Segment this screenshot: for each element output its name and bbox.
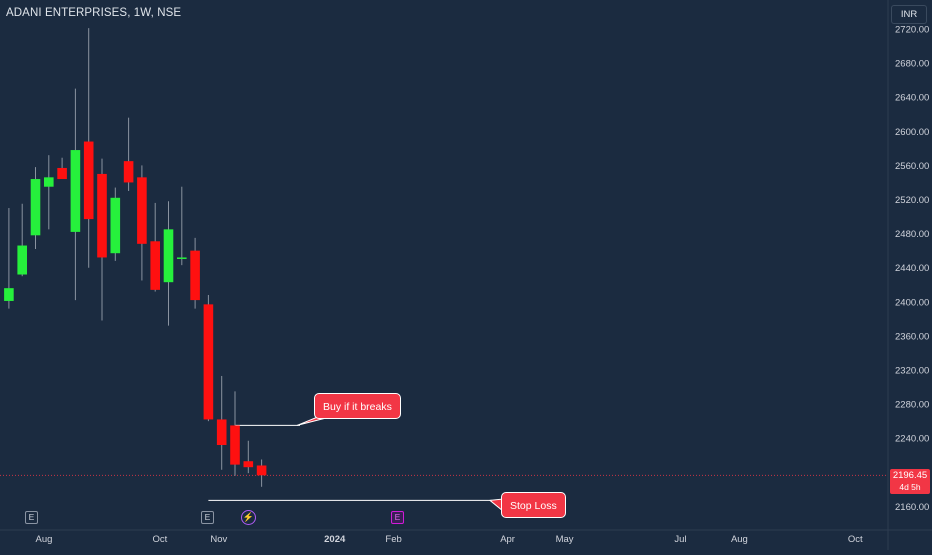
stop-loss-callout[interactable]: Stop Loss [501,492,566,518]
price-tick-label: 2720.00 [895,25,929,36]
candle [203,294,214,422]
candle-body [177,257,187,259]
candle-body [163,229,174,283]
time-tick-label: Aug [36,534,53,545]
candle [163,201,174,326]
candle [150,202,160,292]
price-tick-label: 2520.00 [895,195,929,206]
candle [243,440,254,474]
time-tick-label: Oct [848,534,863,545]
candle [97,158,107,321]
candle-body [203,304,214,420]
time-tick-label: Aug [731,534,748,545]
price-tick-label: 2680.00 [895,59,929,70]
candle [123,117,134,191]
candle-body [17,245,27,275]
candle-body [216,419,227,446]
price-tick-label: 2600.00 [895,127,929,138]
candle-body [57,167,67,180]
price-tick-label: 2560.00 [895,161,929,172]
price-tick-label: 2480.00 [895,229,929,240]
candle-body [256,465,267,476]
candle [4,208,14,309]
price-tick-label: 2160.00 [895,502,929,513]
price-tick-label: 2280.00 [895,400,929,411]
candle-body [44,177,54,187]
candle-body [243,461,254,468]
candle [83,28,94,268]
candle-body [83,141,94,220]
currency-selector[interactable]: INR [891,5,927,24]
time-tick-label: May [556,534,574,545]
price-tick-label: 2360.00 [895,331,929,342]
candle [44,155,54,230]
candle-body [110,197,121,254]
candle-body [97,173,107,258]
candle [256,459,267,487]
candle-body [70,150,81,232]
candle [57,157,67,180]
price-tick-label: 2400.00 [895,297,929,308]
price-tick-label: 2240.00 [895,434,929,445]
upcoming-earnings-icon[interactable]: E [391,511,404,524]
candle-body [150,241,160,290]
candle [216,375,227,470]
candle-body [137,177,147,244]
candle-body [30,179,41,236]
candle [190,237,200,309]
dividend-icon[interactable]: ⚡ [241,510,256,525]
candle [177,186,187,266]
candle-body [230,425,240,465]
time-tick-label: 2024 [324,534,346,545]
candle-body [123,161,134,183]
chart-title: ADANI ENTERPRISES, 1W, NSE [6,7,182,19]
candle [17,203,27,277]
candle-body [4,288,14,301]
time-tick-label: Apr [500,534,515,545]
last-price-label: 2196.45 4d 5h [890,469,930,494]
candle [230,391,240,476]
time-tick-label: Nov [210,534,227,545]
price-tick-label: 2440.00 [895,263,929,274]
earnings-icon[interactable]: E [25,511,38,524]
candle [110,187,121,261]
candle [137,165,147,281]
price-tick-label: 2640.00 [895,93,929,104]
candle [70,88,81,301]
buy-callout[interactable]: Buy if it breaks [314,393,401,419]
candle-body [190,250,200,301]
time-tick-label: Oct [153,534,168,545]
price-tick-label: 2320.00 [895,366,929,377]
candle-countdown: 4d 5h [899,482,921,492]
candle [30,167,41,249]
last-price-value: 2196.45 [892,470,928,481]
earnings-icon[interactable]: E [201,511,214,524]
time-tick-label: Feb [385,534,401,545]
time-tick-label: Jul [674,534,686,545]
